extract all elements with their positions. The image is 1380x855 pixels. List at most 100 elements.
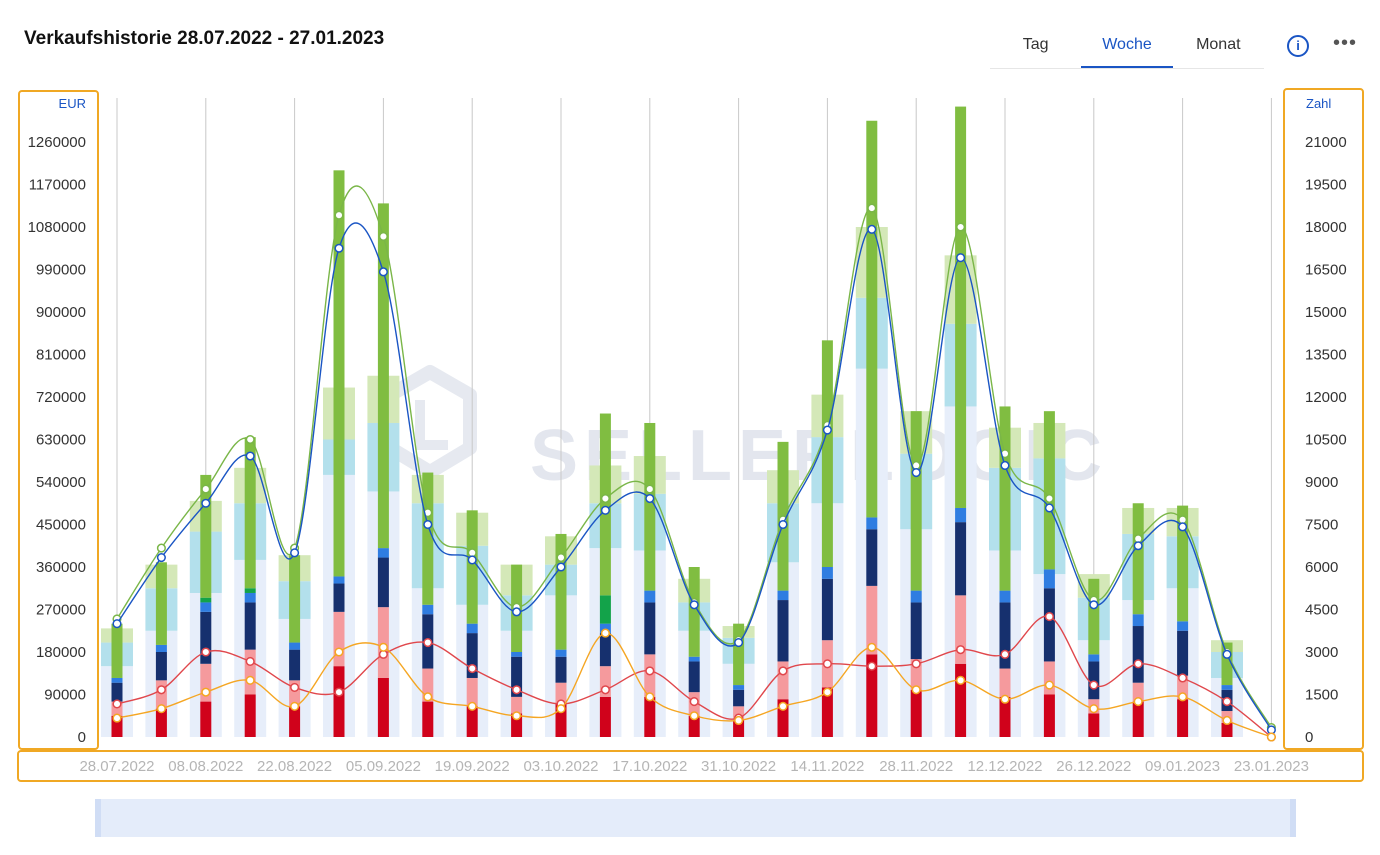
bar-narrow-red [200, 701, 212, 737]
line-point [467, 663, 477, 674]
right-tick-label: 1500 [1305, 687, 1338, 704]
left-axis: EUR 0 90000 180000 270000 360000 450000 540000 6… [28, 96, 86, 746]
line-series-2 [116, 615, 1272, 738]
more-icon[interactable]: ••• [1333, 32, 1358, 54]
tab-woche[interactable]: Woche [1081, 30, 1173, 68]
bar-narrow-blue [200, 602, 212, 612]
bar-narrow-navy [599, 633, 611, 667]
line-point [245, 656, 255, 666]
range-navigator[interactable] [95, 799, 1296, 837]
bar-narrow-green [200, 474, 212, 598]
line-series-0 [116, 185, 1273, 728]
bar-narrow-pink [910, 659, 922, 690]
line-point [600, 628, 610, 638]
line-point [156, 543, 166, 553]
bar-narrow-red [377, 677, 389, 737]
bar-narrow-green [910, 411, 922, 591]
line-point [1133, 659, 1143, 669]
right-tick-label: 12000 [1305, 389, 1347, 406]
right-tick-label: 0 [1305, 729, 1313, 746]
bar-narrow-red [511, 713, 523, 737]
tab-monat[interactable]: Monat [1196, 36, 1241, 53]
navigator-left-handle[interactable] [95, 799, 101, 837]
bar-narrow-pink [333, 611, 345, 667]
left-tick-label: 180000 [36, 644, 86, 661]
bar-narrow-pink [377, 607, 389, 678]
bar-narrow-navy [866, 529, 878, 586]
line-point [822, 687, 832, 697]
bar-narrow-green [289, 555, 301, 643]
line-point [378, 267, 388, 277]
bar-narrow-red [866, 654, 878, 737]
bar-narrow-red [733, 720, 745, 737]
bar-narrow-green [422, 472, 434, 605]
bar-narrow-green [466, 510, 478, 624]
x-tick-label: 22.08.2022 [257, 758, 332, 775]
bar-narrow-blue [599, 623, 611, 634]
line-point [1089, 600, 1099, 610]
line-point [245, 675, 255, 685]
line-point [956, 253, 966, 263]
right-axis: Zahl 0 1500 3000 4500 6000 7500 9000 10500 12000 1… [1305, 96, 1347, 746]
bar-narrow-red [1043, 694, 1055, 737]
line-point [1044, 493, 1054, 504]
line-point [645, 493, 655, 504]
left-tick-label: 630000 [36, 432, 86, 449]
line-point [1044, 680, 1054, 690]
bar-narrow-pink [155, 680, 167, 709]
bar-narrow-dark-green [200, 597, 212, 603]
right-tick-label: 19500 [1305, 177, 1347, 194]
bar-narrow-pink [289, 680, 301, 707]
bar-narrow-green [244, 437, 256, 589]
line-point [822, 659, 832, 669]
left-tick-label: 0 [78, 729, 86, 746]
bar-narrow-pink [777, 661, 789, 700]
line-point [600, 493, 610, 504]
bar-narrow-dark-green [599, 595, 611, 624]
line-point [1044, 612, 1054, 622]
line-point [290, 548, 300, 558]
line-point [645, 484, 655, 494]
line-point [556, 562, 566, 572]
tab-tag[interactable]: Tag [1022, 36, 1049, 53]
bar-narrow-green [1088, 578, 1100, 655]
bar-narrow-blue [821, 567, 833, 579]
bar-narrow-navy [1177, 630, 1189, 676]
bar-narrow-red [910, 689, 922, 737]
bar-narrow-blue [422, 604, 434, 615]
line-point [911, 468, 921, 478]
line-point [1000, 649, 1010, 659]
right-tick-label: 18000 [1305, 219, 1347, 236]
line-point [867, 203, 877, 213]
line-point [156, 553, 166, 563]
bar-narrow-navy [511, 656, 523, 697]
bar-narrow-blue [244, 592, 256, 603]
line-point [778, 519, 788, 530]
line-point [334, 647, 344, 657]
navigator-right-handle[interactable] [1290, 799, 1296, 837]
line-point [689, 711, 699, 721]
right-tick-label: 3000 [1305, 644, 1338, 661]
left-tick-label: 540000 [36, 474, 86, 491]
line-point [867, 661, 877, 671]
bar-narrow-red [999, 696, 1011, 737]
line-point [956, 675, 966, 685]
info-icon[interactable]: i [1287, 35, 1309, 57]
line-point [423, 519, 433, 530]
bar-narrow-blue [289, 642, 301, 650]
line-point [600, 505, 610, 515]
bar-narrow-navy [111, 682, 123, 702]
page-title: Verkaufshistorie 28.07.2022 - 27.01.2023 [24, 28, 385, 49]
line-point [734, 638, 744, 648]
left-tick-label: 1170000 [29, 177, 86, 194]
x-tick-label: 12.12.2022 [967, 758, 1042, 775]
bar-narrow-navy [955, 522, 967, 596]
bar-narrow-navy [1088, 661, 1100, 700]
bar-narrow-blue [1132, 614, 1144, 627]
bar-narrow-navy [466, 633, 478, 678]
bar-narrow-red [1177, 699, 1189, 737]
bar-narrow-pink [1043, 661, 1055, 695]
line-point [556, 553, 566, 563]
right-tick-label: 10500 [1305, 432, 1347, 449]
line-point [112, 619, 122, 629]
